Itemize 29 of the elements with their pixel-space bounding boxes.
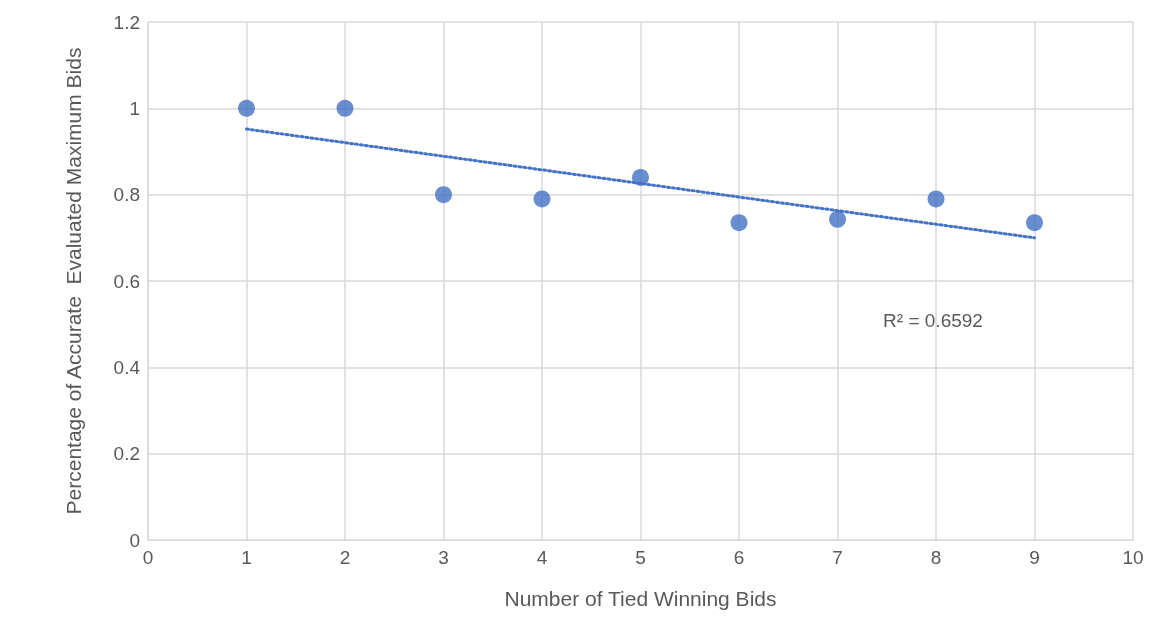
x-tick-label: 2 [339,547,351,568]
point [829,210,846,228]
x-tick-label: 5 [635,547,646,568]
y-tick-label: 0.8 [113,184,140,206]
point [238,99,255,117]
y-tick-label: 1.2 [113,11,140,33]
x-axis-title: Number of Tied Winning Bids [504,586,777,610]
x-tick-label: 1 [241,547,252,568]
point [533,190,551,208]
y-axis-title: Percentage of Accurate Evaluated Maximum Bids [61,47,85,515]
x-tick-label: 0 [142,547,154,568]
point [1026,214,1043,232]
point [435,186,452,204]
x-tick-label: 10 [1122,547,1144,568]
x-tick-label: 8 [930,547,942,568]
annotation: R² = 0.6592 [883,309,983,331]
point [336,99,354,117]
x-tick-label: 3 [438,547,449,568]
x-tick-label: 6 [733,547,745,568]
point [730,214,748,232]
point [927,190,945,208]
x-tick-label: 7 [832,547,843,568]
y-tick-label: 0.6 [113,270,140,292]
y-tick-label: 0.2 [113,443,140,465]
x-tick-label: 4 [536,547,548,568]
y-tick-label: 0 [129,529,140,551]
y-tick-label: 0.4 [113,356,141,378]
y-tick-label: 1 [129,97,140,119]
x-tick-label: 9 [1029,547,1040,568]
